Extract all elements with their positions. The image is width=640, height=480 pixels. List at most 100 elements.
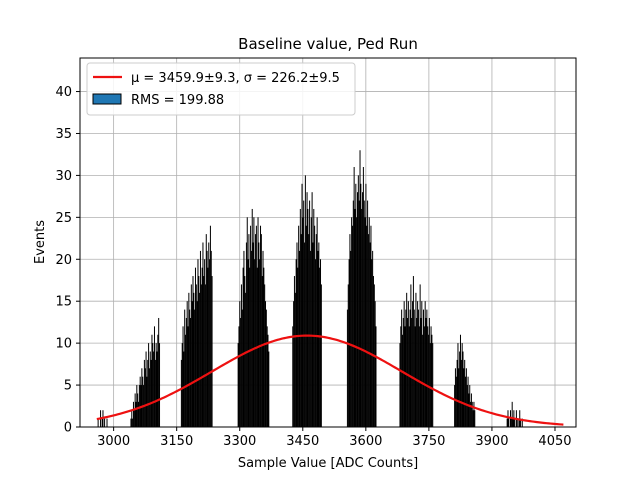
legend-fit-label: μ = 3459.9±9.3, σ = 226.2±9.5 — [131, 71, 340, 86]
hist-bar-6-17 — [361, 208, 363, 427]
hist-bar-2-0 — [130, 418, 132, 427]
hist-bar-7-20 — [416, 317, 418, 427]
hist-bar-6-20 — [363, 200, 365, 427]
hist-bar-2-17 — [144, 368, 146, 427]
hist-bar-3-28 — [204, 259, 206, 427]
hist-bar-3-33 — [208, 242, 210, 427]
hist-bar-2-26 — [152, 343, 154, 427]
hist-bar-8-22 — [472, 410, 474, 427]
hist-bar-4-35 — [266, 326, 268, 427]
hist-bar-4-27 — [260, 225, 262, 427]
hist-bar-3-34 — [209, 259, 211, 427]
hist-bar-6-1 — [347, 284, 349, 427]
hist-bar-4-12 — [247, 259, 249, 427]
hist-bar-7-7 — [405, 309, 407, 427]
hist-bar-3-21 — [198, 276, 200, 427]
hist-bar-9-5 — [510, 418, 512, 427]
hist-bar-5-18 — [307, 208, 309, 427]
hist-bar-3-32 — [207, 267, 209, 427]
hist-bar-2-24 — [150, 359, 152, 427]
y-tick-label-8: 40 — [55, 85, 72, 100]
hist-bar-3-36 — [210, 250, 212, 427]
hist-bar-4-9 — [245, 292, 247, 427]
hist-bar-5-7 — [298, 225, 300, 427]
x-tick-label-7: 4050 — [538, 434, 571, 449]
hist-bar-9-9 — [514, 418, 516, 427]
hist-bar-3-8 — [187, 326, 189, 427]
x-tick-label-1: 3150 — [160, 434, 193, 449]
hist-bar-2-32 — [157, 334, 159, 427]
hist-bar-7-12 — [409, 309, 411, 427]
hist-bar-4-1 — [238, 326, 240, 427]
hist-bar-6-29 — [371, 259, 373, 427]
hist-bar-3-13 — [191, 301, 193, 427]
hist-bar-2-31 — [156, 351, 158, 427]
hist-bar-2-30 — [155, 343, 157, 427]
hist-bar-2-20 — [147, 359, 149, 427]
hist-bar-3-25 — [201, 267, 203, 427]
hist-bar-7-30 — [424, 301, 426, 427]
hist-bar-2-22 — [148, 368, 150, 427]
hist-bar-6-31 — [372, 276, 374, 427]
hist-bar-4-25 — [258, 242, 260, 427]
hist-bar-4-36 — [267, 334, 269, 427]
hist-bar-5-31 — [318, 242, 320, 427]
hist-bar-2-28 — [153, 326, 155, 427]
hist-bar-3-16 — [194, 309, 196, 427]
hist-bar-5-10 — [300, 234, 302, 427]
hist-bar-1-9 — [104, 418, 106, 427]
hist-bar-4-32 — [264, 284, 266, 427]
hist-bar-7-34 — [428, 334, 430, 427]
hist-bar-7-3 — [401, 334, 403, 427]
hist-bar-6-30 — [372, 250, 374, 427]
hist-bar-5-8 — [298, 250, 300, 427]
y-tick-label-1: 5 — [64, 379, 72, 394]
hist-bar-4-20 — [254, 259, 256, 427]
hist-bar-4-17 — [251, 208, 253, 427]
hist-bar-7-35 — [428, 317, 430, 427]
hist-bar-8-7 — [459, 334, 461, 427]
hist-bar-8-13 — [465, 376, 467, 427]
hist-bar-7-24 — [419, 284, 421, 427]
hist-bar-3-35 — [209, 225, 211, 427]
hist-bar-5-9 — [299, 208, 301, 427]
hist-bar-5-11 — [301, 183, 303, 427]
hist-bar-7-28 — [422, 309, 424, 427]
hist-bar-5-32 — [319, 267, 321, 427]
hist-bar-4-30 — [262, 250, 264, 427]
hist-bar-8-12 — [464, 359, 466, 427]
hist-bar-8-6 — [459, 351, 461, 427]
y-tick-label-3: 15 — [55, 295, 72, 310]
hist-bar-4-18 — [252, 242, 254, 427]
hist-bar-7-36 — [429, 343, 431, 427]
hist-bar-5-28 — [315, 234, 317, 427]
hist-bar-5-33 — [320, 259, 322, 427]
x-tick-label-5: 3750 — [412, 434, 445, 449]
hist-bar-3-37 — [211, 276, 213, 427]
hist-bar-7-8 — [406, 292, 408, 427]
hist-bar-3-20 — [197, 259, 199, 427]
hist-bar-5-30 — [317, 250, 319, 427]
hist-bar-6-28 — [370, 225, 372, 427]
hist-bar-7-16 — [412, 276, 414, 427]
hist-bar-6-18 — [362, 192, 364, 427]
hist-bar-5-16 — [305, 225, 307, 427]
hist-bar-7-27 — [422, 334, 424, 427]
hist-bar-4-34 — [265, 309, 267, 427]
hist-bar-6-21 — [364, 217, 366, 427]
hist-bar-4-24 — [257, 217, 259, 427]
hist-bar-6-5 — [351, 217, 353, 427]
hist-bar-2-34 — [159, 343, 161, 427]
hist-bar-1-1 — [97, 418, 99, 427]
hist-bar-4-15 — [250, 225, 252, 427]
hist-bar-5-26 — [314, 225, 316, 427]
hist-bar-5-13 — [303, 200, 305, 427]
hist-bar-3-5 — [185, 334, 187, 427]
hist-bar-3-17 — [194, 267, 196, 427]
hist-bar-9-18 — [521, 418, 523, 427]
hist-bar-5-12 — [302, 217, 304, 427]
hist-bar-6-15 — [359, 150, 361, 427]
hist-bar-3-23 — [199, 250, 201, 427]
hist-bar-5-29 — [316, 217, 318, 427]
hist-bar-5-4 — [295, 259, 297, 427]
